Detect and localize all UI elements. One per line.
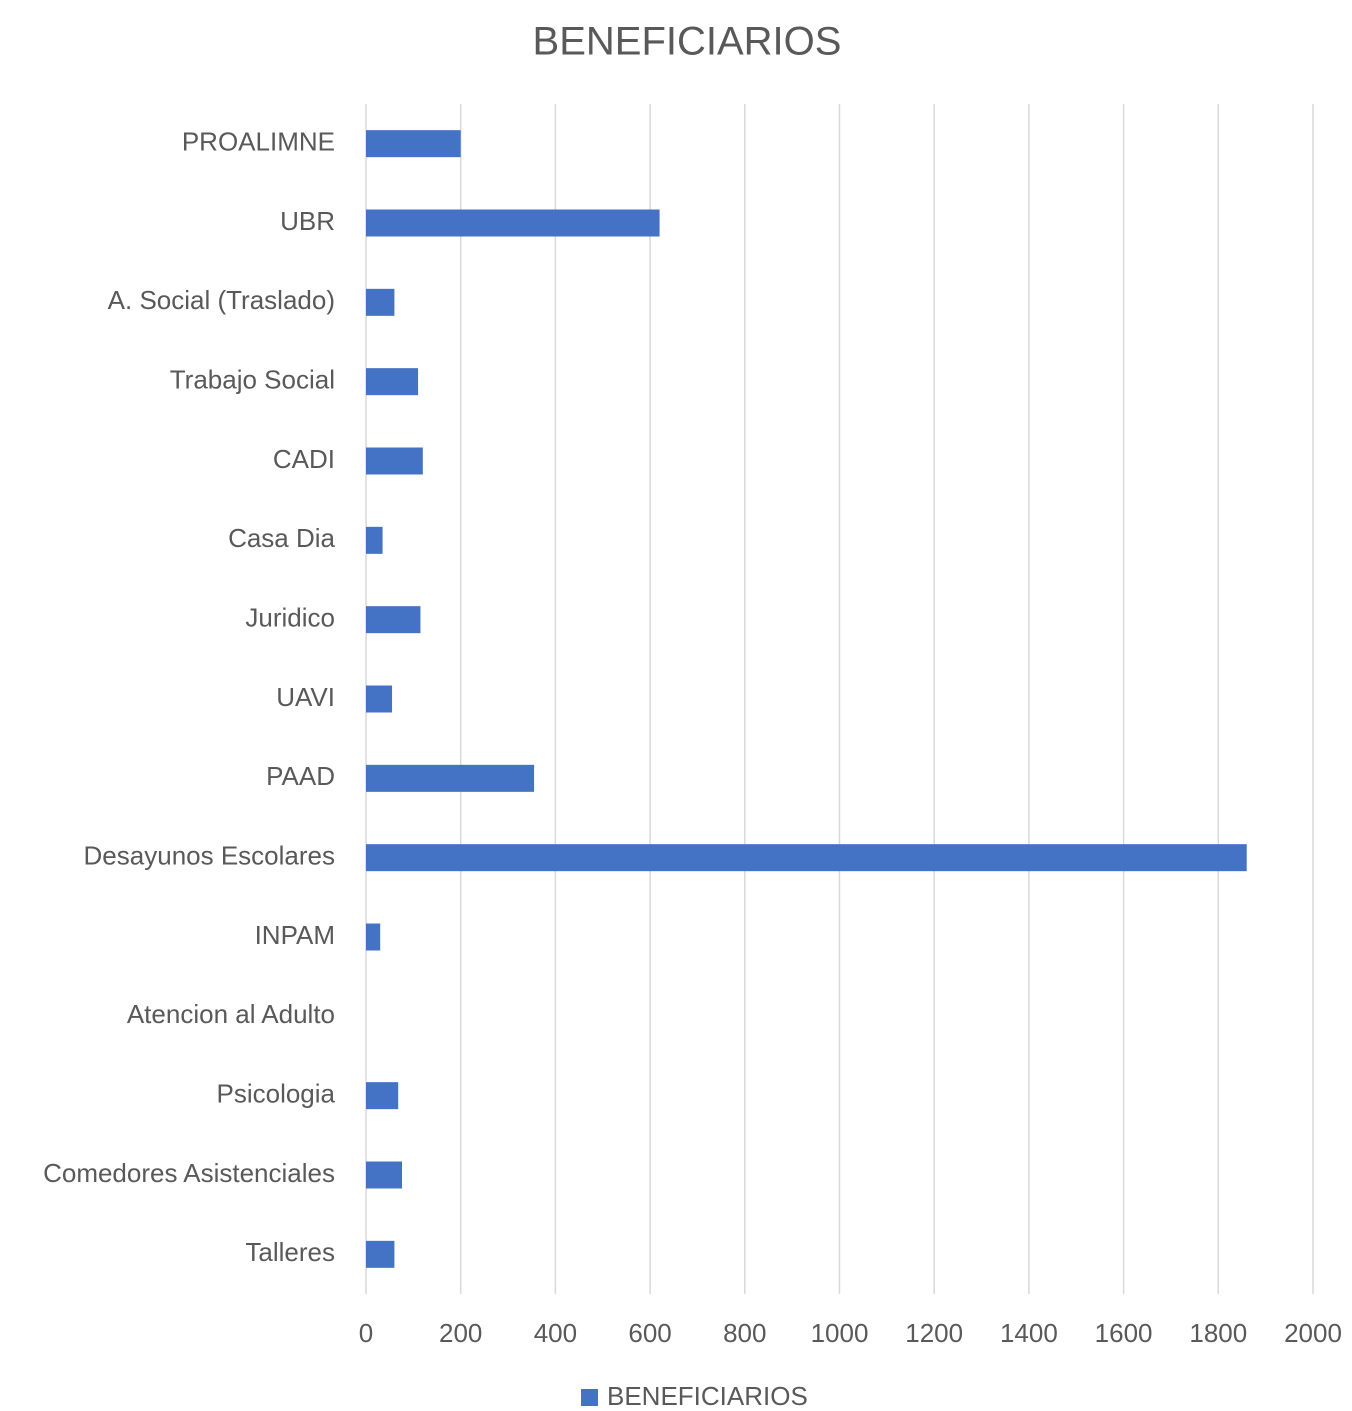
x-tick-label: 0 bbox=[359, 1318, 373, 1348]
y-tick-label: Juridico bbox=[245, 603, 335, 633]
y-tick-label: UAVI bbox=[276, 682, 335, 712]
bar bbox=[366, 1161, 402, 1189]
bar bbox=[366, 844, 1247, 872]
y-tick-label: Desayunos Escolares bbox=[84, 841, 335, 871]
x-tick-label: 1400 bbox=[1000, 1318, 1058, 1348]
x-tick-label: 1200 bbox=[905, 1318, 963, 1348]
legend-label: BENEFICIARIOS bbox=[607, 1381, 808, 1411]
bar bbox=[366, 606, 421, 634]
y-tick-label: Psicologia bbox=[216, 1079, 335, 1109]
y-tick-label: CADI bbox=[273, 444, 335, 474]
x-tick-label: 1600 bbox=[1095, 1318, 1153, 1348]
legend-swatch bbox=[581, 1389, 598, 1406]
bar bbox=[366, 685, 393, 713]
bar bbox=[366, 1240, 395, 1268]
bar bbox=[366, 526, 383, 554]
y-tick-label: Atencion al Adulto bbox=[127, 999, 335, 1029]
y-tick-label: Talleres bbox=[245, 1237, 335, 1267]
bar bbox=[366, 447, 423, 475]
bar bbox=[366, 1082, 399, 1110]
x-tick-label: 800 bbox=[723, 1318, 766, 1348]
bar bbox=[366, 368, 419, 396]
x-tick-label: 1800 bbox=[1189, 1318, 1247, 1348]
y-tick-label: UBR bbox=[280, 206, 335, 236]
x-tick-label: 2000 bbox=[1284, 1318, 1342, 1348]
y-tick-label: A. Social (Traslado) bbox=[108, 285, 335, 315]
bar bbox=[366, 130, 461, 158]
y-tick-label: PAAD bbox=[266, 761, 335, 791]
y-tick-label: Casa Dia bbox=[228, 523, 335, 553]
bar bbox=[366, 288, 395, 316]
bar bbox=[366, 923, 381, 951]
bar bbox=[366, 209, 660, 237]
y-tick-label: INPAM bbox=[255, 920, 335, 950]
x-tick-label: 200 bbox=[439, 1318, 482, 1348]
y-tick-label: PROALIMNE bbox=[182, 127, 335, 157]
x-tick-label: 600 bbox=[628, 1318, 671, 1348]
y-tick-label: Comedores Asistenciales bbox=[43, 1158, 335, 1188]
x-tick-label: 400 bbox=[534, 1318, 577, 1348]
chart-title: BENEFICIARIOS bbox=[533, 20, 842, 64]
x-tick-label: 1000 bbox=[811, 1318, 869, 1348]
y-tick-label: Trabajo Social bbox=[170, 365, 335, 395]
bar bbox=[366, 764, 535, 792]
